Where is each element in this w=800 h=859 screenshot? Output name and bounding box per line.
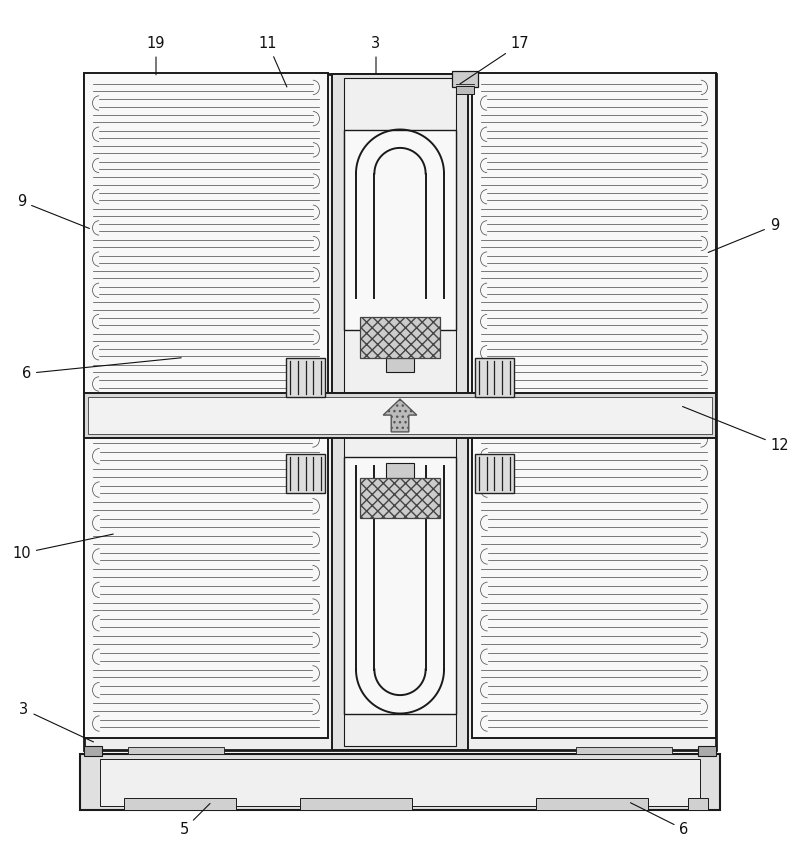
Bar <box>128 747 224 753</box>
Bar <box>88 397 712 435</box>
Bar <box>360 478 440 517</box>
Bar <box>360 318 440 357</box>
Bar <box>344 130 456 330</box>
Bar <box>456 86 474 94</box>
Bar <box>475 454 514 493</box>
Bar <box>344 458 456 714</box>
Text: 5: 5 <box>179 803 210 837</box>
Bar <box>100 759 700 806</box>
Bar <box>536 797 648 809</box>
Bar <box>84 746 102 756</box>
Bar <box>472 74 716 413</box>
Text: 17: 17 <box>460 36 530 84</box>
Text: 12: 12 <box>682 406 790 453</box>
Bar <box>452 71 478 87</box>
Bar <box>332 74 468 750</box>
Bar <box>286 454 325 493</box>
Bar <box>475 358 514 397</box>
Text: 9: 9 <box>708 218 779 253</box>
Bar <box>386 357 414 372</box>
Bar <box>84 393 716 437</box>
Bar <box>576 747 672 753</box>
Bar <box>80 753 720 809</box>
Text: 9: 9 <box>17 194 90 228</box>
Text: 3: 3 <box>19 702 94 742</box>
Polygon shape <box>383 399 417 432</box>
Bar <box>472 425 716 738</box>
Bar <box>286 358 325 397</box>
Bar <box>84 425 328 738</box>
Text: 11: 11 <box>258 36 287 87</box>
Bar <box>84 74 716 750</box>
Text: 6: 6 <box>22 358 182 381</box>
Text: 19: 19 <box>146 36 166 75</box>
Bar <box>344 77 456 746</box>
Bar <box>84 74 328 413</box>
Bar <box>300 797 412 809</box>
Bar <box>688 797 708 809</box>
Bar <box>386 463 414 478</box>
Bar <box>124 797 236 809</box>
Text: 10: 10 <box>12 534 114 561</box>
Text: 3: 3 <box>371 36 381 73</box>
Bar <box>698 746 716 756</box>
Text: 6: 6 <box>630 803 689 837</box>
